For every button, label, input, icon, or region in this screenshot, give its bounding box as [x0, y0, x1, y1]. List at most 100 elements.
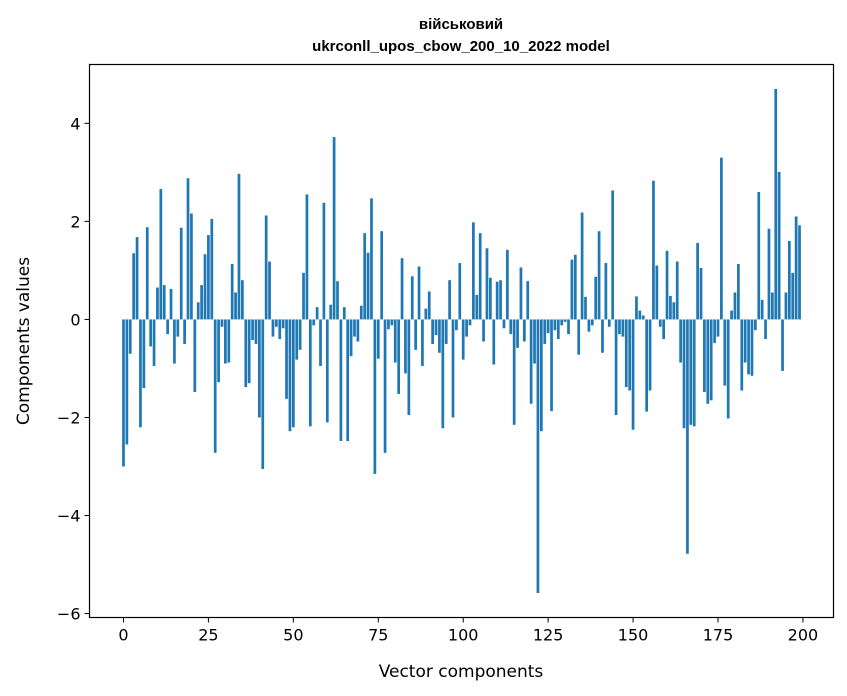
bar	[234, 292, 237, 320]
bar	[689, 319, 693, 425]
bar	[424, 308, 428, 320]
bar	[159, 189, 163, 320]
bar	[720, 157, 723, 320]
bar	[376, 319, 380, 359]
bar	[264, 215, 268, 320]
bar	[404, 319, 407, 374]
bar	[468, 319, 472, 326]
bar	[417, 266, 421, 320]
bar	[455, 319, 458, 331]
bar	[217, 319, 220, 383]
bar	[261, 319, 265, 469]
bar	[794, 216, 798, 320]
bar	[458, 263, 462, 320]
bar	[274, 319, 278, 327]
plot-frame	[88, 63, 835, 619]
bar	[285, 319, 288, 399]
bar	[380, 231, 384, 320]
x-tick-label: 0	[118, 626, 128, 645]
bar	[750, 319, 754, 376]
bar	[251, 319, 254, 341]
bar	[315, 307, 319, 320]
bar	[410, 276, 414, 320]
bar	[584, 296, 587, 320]
bar	[635, 296, 638, 320]
bar	[322, 202, 326, 320]
bar	[472, 222, 475, 320]
bar	[400, 258, 404, 320]
bar	[696, 242, 699, 320]
bar	[145, 227, 149, 320]
bar	[662, 319, 665, 340]
bar	[791, 272, 795, 320]
bar	[553, 319, 557, 331]
bar	[434, 319, 438, 336]
bar	[618, 319, 621, 335]
bar	[339, 319, 343, 442]
bar	[230, 264, 234, 320]
bar	[580, 212, 584, 320]
bar	[489, 277, 492, 320]
x-tick-label: 175	[703, 626, 734, 645]
bar	[390, 319, 394, 326]
bar	[658, 319, 662, 327]
bar	[451, 319, 455, 418]
bar	[747, 319, 750, 375]
bar	[594, 276, 598, 320]
bar	[519, 267, 523, 320]
bar	[573, 254, 577, 320]
bar	[665, 250, 669, 320]
bar	[258, 319, 261, 418]
bar	[268, 261, 271, 320]
bar	[645, 319, 649, 412]
bar	[754, 319, 757, 331]
bar	[638, 310, 642, 320]
bar	[536, 319, 540, 593]
bar	[764, 319, 767, 340]
bar	[329, 304, 333, 320]
bar	[550, 319, 553, 412]
bar	[624, 319, 628, 388]
bar	[737, 264, 740, 320]
bar	[669, 295, 672, 320]
bar	[441, 319, 445, 429]
bar	[770, 292, 774, 320]
bar	[254, 319, 258, 344]
bar	[475, 294, 479, 320]
bar	[298, 319, 302, 350]
x-tick-label: 125	[533, 626, 564, 645]
bar	[346, 319, 350, 442]
bar	[774, 89, 778, 320]
bar	[716, 319, 720, 337]
bar	[207, 235, 210, 320]
bar	[706, 319, 710, 404]
x-tick-label: 50	[283, 626, 303, 645]
bar	[247, 319, 251, 384]
bar	[271, 319, 275, 337]
bar	[336, 281, 339, 320]
bar	[278, 319, 282, 340]
bar	[312, 319, 316, 326]
bar	[563, 319, 567, 322]
y-tick-label: −4	[57, 507, 81, 526]
bar	[332, 137, 336, 320]
bar	[611, 190, 615, 320]
bar	[709, 319, 713, 401]
x-tick-label: 200	[788, 626, 819, 645]
bar	[787, 240, 791, 320]
bar	[597, 231, 601, 320]
bar	[485, 248, 489, 320]
bar	[128, 319, 132, 354]
bar	[604, 263, 608, 320]
bar	[743, 319, 747, 363]
bar	[546, 319, 550, 334]
bar	[777, 171, 781, 320]
bar	[533, 319, 536, 364]
bar	[162, 285, 166, 320]
bar	[509, 319, 513, 335]
bar	[183, 319, 186, 344]
bar	[798, 225, 801, 320]
bar	[652, 180, 655, 320]
x-tick-label: 75	[368, 626, 388, 645]
